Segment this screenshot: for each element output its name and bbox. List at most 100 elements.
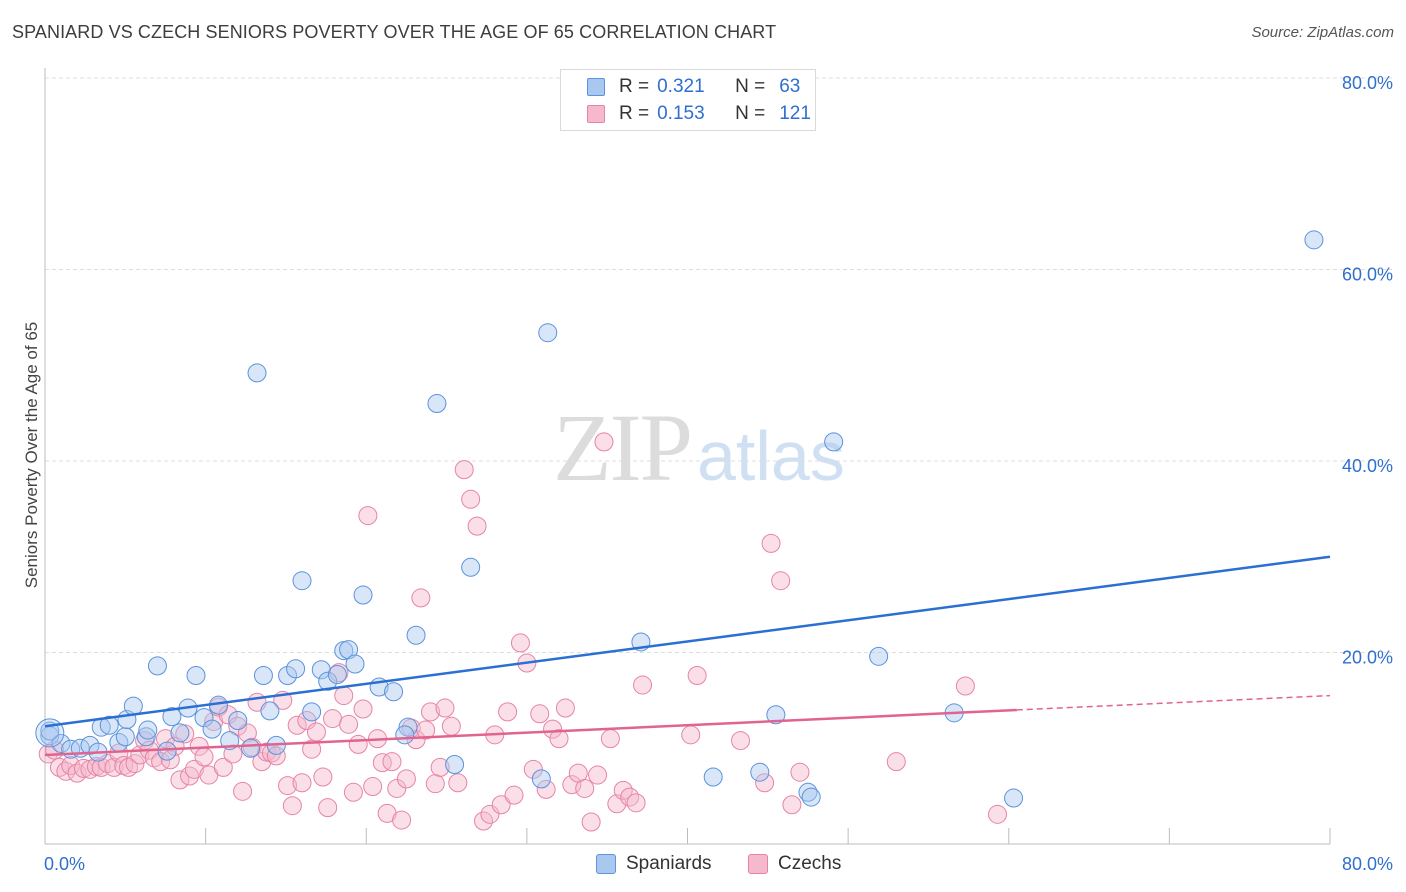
- legend-n-value: 121: [779, 103, 811, 124]
- czech-point: [549, 729, 569, 749]
- czech-point: [396, 769, 416, 789]
- chart-title: SPANIARD VS CZECH SENIORS POVERTY OVER T…: [12, 22, 777, 42]
- czech-point: [523, 759, 543, 779]
- czech-point: [633, 675, 653, 695]
- czech-point: [480, 804, 500, 824]
- czech-point: [363, 777, 383, 797]
- legend-n-label: N =: [735, 76, 766, 97]
- spaniard-point: [1004, 788, 1024, 808]
- spaniard-point: [241, 738, 261, 758]
- czech-point: [292, 773, 312, 793]
- czech-point: [155, 729, 175, 749]
- source-label: Source: ZipAtlas.com: [1251, 24, 1394, 41]
- spaniard-point: [353, 585, 373, 605]
- spaniard-point: [292, 571, 312, 591]
- spaniard-point: [531, 769, 551, 789]
- czech-point: [886, 752, 906, 772]
- correlation-legend: R = 0.321 N = 63 R = 0.153 N = 121: [560, 69, 816, 131]
- czech-point: [461, 489, 481, 509]
- czech-point: [411, 588, 431, 608]
- legend-label-czechs: Czechs: [778, 853, 842, 874]
- czech-point: [435, 698, 455, 718]
- czech-point: [575, 778, 595, 798]
- czech-point: [306, 722, 326, 742]
- y-tick-label: 80.0%: [1342, 73, 1393, 93]
- czech-point: [600, 729, 620, 749]
- spaniard-point: [202, 719, 222, 739]
- spaniard-point: [766, 705, 786, 725]
- spaniard-point: [35, 718, 65, 748]
- czech-point: [562, 775, 582, 795]
- spaniard-point: [162, 707, 182, 727]
- spaniard-point: [302, 702, 322, 722]
- czech-point: [287, 715, 307, 735]
- czech-point: [687, 665, 707, 685]
- czech-point: [755, 773, 775, 793]
- spaniard-point: [286, 659, 306, 679]
- czech-point: [382, 752, 402, 772]
- czech-point: [194, 747, 214, 767]
- czech-point: [387, 778, 407, 798]
- czech-point: [353, 699, 373, 719]
- czech-point: [594, 432, 614, 452]
- czech-point: [372, 753, 392, 773]
- x-tick-label: 0.0%: [44, 854, 85, 874]
- legend-r-value: 0.153: [657, 103, 705, 124]
- spaniard-point: [339, 640, 359, 660]
- czech-point: [543, 719, 563, 739]
- watermark-atlas: atlas: [697, 417, 845, 495]
- czech-point: [313, 767, 333, 787]
- czech-point: [430, 757, 450, 777]
- czech-point: [282, 796, 302, 816]
- legend-item-spaniards: Spaniards: [596, 852, 712, 876]
- czech-point: [454, 460, 474, 480]
- czech-point: [731, 731, 751, 751]
- czech-point: [302, 739, 322, 759]
- spaniard-point: [538, 323, 558, 343]
- spaniard-point: [186, 665, 206, 685]
- spaniard-point: [445, 755, 465, 775]
- czech-trend-line: [44, 708, 1017, 757]
- spaniard-point: [318, 671, 338, 691]
- czech-point: [323, 709, 343, 729]
- czech-point: [441, 716, 461, 736]
- spaniard-point: [157, 741, 177, 761]
- spaniard-point: [253, 665, 273, 685]
- czech-point: [392, 810, 412, 830]
- czech-point: [213, 757, 233, 777]
- legend-r-label: R =: [619, 103, 650, 124]
- czech-point: [448, 773, 468, 793]
- spaniard-point: [406, 625, 426, 645]
- spaniard-point: [801, 787, 821, 807]
- spaniard-point: [824, 432, 844, 452]
- watermark-zip: ZIP: [553, 394, 693, 501]
- czech-point: [581, 812, 601, 832]
- czech-point: [61, 755, 81, 775]
- spaniard-point: [750, 762, 770, 782]
- x-tick-label: 80.0%: [1342, 854, 1393, 874]
- spaniard-point: [51, 733, 71, 753]
- y-tick-label: 60.0%: [1342, 265, 1393, 285]
- spaniard-point: [99, 715, 119, 735]
- spaniard-point: [345, 654, 365, 674]
- spaniard-point: [398, 717, 418, 737]
- spaniard-point: [869, 646, 889, 666]
- legend-swatch-czechs: [748, 854, 768, 874]
- czech-point: [510, 633, 530, 653]
- czech-point: [242, 737, 262, 757]
- y-tick-label: 20.0%: [1342, 648, 1393, 668]
- czech-point: [339, 714, 359, 734]
- legend-swatch-spaniards: [587, 78, 605, 96]
- spaniard-point: [395, 725, 415, 745]
- czech-point: [467, 516, 487, 536]
- spaniard-point: [228, 710, 248, 730]
- spaniard-point: [147, 656, 167, 676]
- spaniard-point: [247, 363, 267, 383]
- y-tick-label: 40.0%: [1342, 456, 1393, 476]
- czech-point: [425, 774, 445, 794]
- spaniard-point: [136, 727, 156, 747]
- spaniard-point: [194, 708, 214, 728]
- czech-point: [626, 793, 646, 813]
- czech-point: [790, 762, 810, 782]
